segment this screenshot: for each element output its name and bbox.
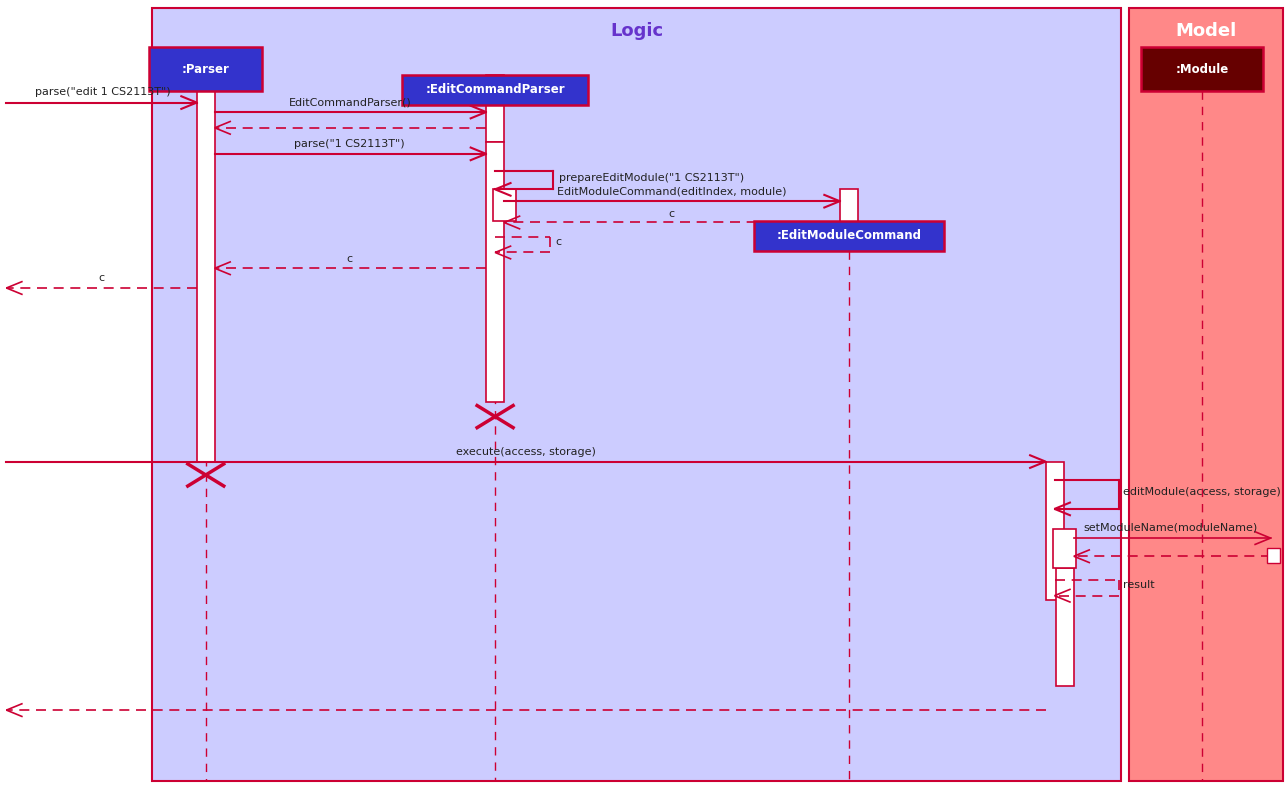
Text: parse("edit 1 CS2113T"): parse("edit 1 CS2113T") (35, 87, 171, 97)
Bar (1046, 462, 1064, 600)
Bar (486, 142, 504, 402)
Text: prepareEditModule("1 CS2113T"): prepareEditModule("1 CS2113T") (559, 173, 745, 182)
Text: c: c (669, 208, 674, 219)
Bar (840, 189, 858, 245)
Bar (1267, 548, 1280, 563)
Text: Model: Model (1175, 22, 1237, 40)
Text: :Parser: :Parser (181, 62, 230, 76)
Bar (1053, 529, 1076, 568)
Text: :EditCommandParser: :EditCommandParser (426, 84, 565, 96)
Bar (197, 91, 215, 462)
Bar (149, 47, 262, 91)
Bar (1129, 8, 1283, 781)
Bar (152, 8, 1121, 781)
Bar (754, 221, 944, 251)
Bar (1142, 47, 1263, 91)
Text: parse("1 CS2113T"): parse("1 CS2113T") (294, 139, 405, 149)
Text: c: c (347, 254, 352, 264)
Text: execute(access, storage): execute(access, storage) (457, 447, 595, 457)
Text: EditModuleCommand(editIndex, module): EditModuleCommand(editIndex, module) (557, 186, 786, 196)
Bar (401, 75, 589, 105)
Text: result: result (1123, 581, 1155, 590)
Text: :EditModuleCommand: :EditModuleCommand (777, 230, 921, 242)
Text: setModuleName(moduleName): setModuleName(moduleName) (1083, 522, 1258, 533)
Text: :Module: :Module (1175, 62, 1229, 76)
Text: editModule(access, storage): editModule(access, storage) (1123, 488, 1281, 497)
Text: c: c (556, 237, 562, 247)
Text: EditCommandParser(): EditCommandParser() (288, 97, 412, 107)
Text: c: c (99, 273, 104, 283)
Bar (493, 189, 516, 221)
Text: Logic: Logic (610, 22, 664, 40)
Bar (486, 75, 504, 142)
Bar (1056, 568, 1074, 686)
